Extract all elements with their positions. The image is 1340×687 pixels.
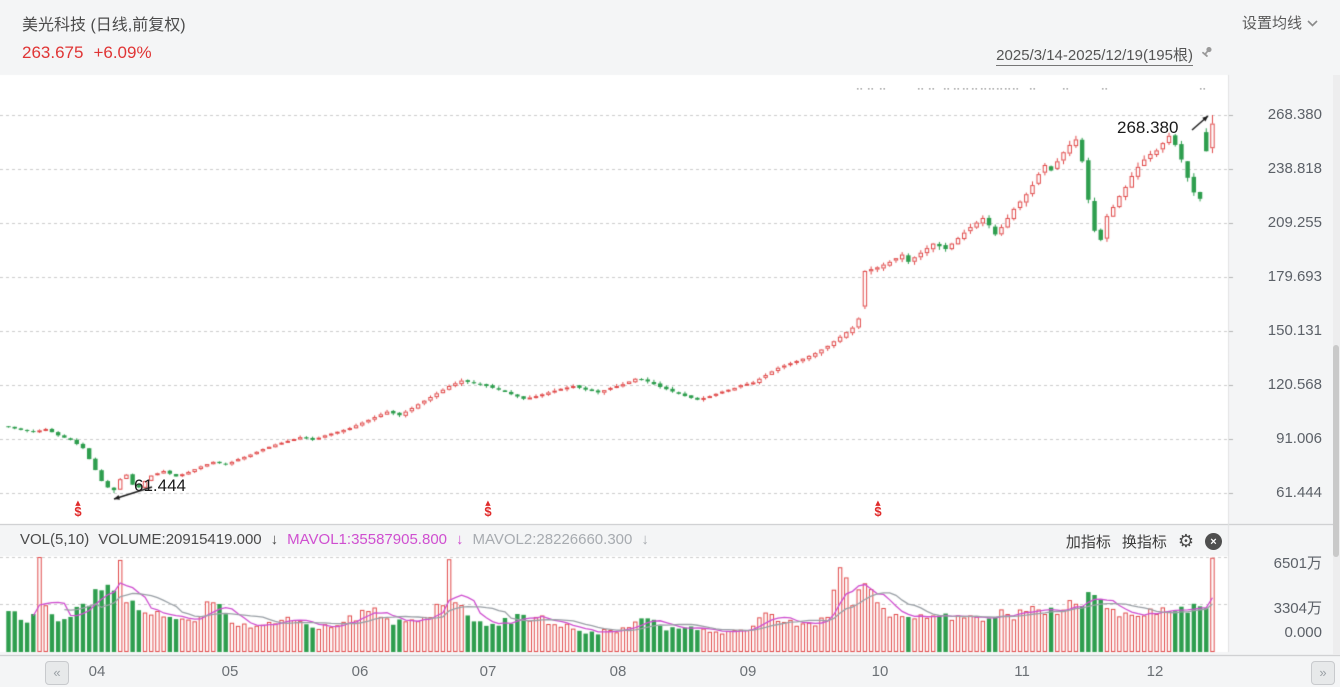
event-marker-icon: ▪▪ (953, 86, 961, 93)
mavol2-direction-arrow-icon: ↓ (641, 531, 649, 548)
time-axis-label: 06 (351, 663, 369, 680)
dividend-dollar-glyph: $ (874, 504, 882, 519)
price-axis-label: 268.380 (1267, 106, 1322, 123)
price-change-percent: +6.09% (93, 43, 152, 62)
volume-axis-label: 3304万 (1273, 600, 1322, 617)
volume-indicator-header: VOL(5,10) VOLUME:20915419.000 ↓ MAVOL1:3… (20, 531, 649, 548)
time-axis-label: 04 (88, 663, 106, 680)
scrollbar-thumb[interactable] (1333, 345, 1339, 557)
scroll-left-button[interactable]: « (45, 661, 69, 685)
event-marker-icon: ▪▪ (928, 86, 936, 93)
price-axis-label: 120.568 (1267, 375, 1322, 393)
event-marker-icon: ▪▪ (879, 86, 887, 93)
date-range-link[interactable]: 2025/3/14-2025/12/19(195根) (996, 44, 1193, 66)
event-marker-icon: ▪▪ (1101, 86, 1109, 93)
volume-direction-arrow-icon: ↓ (270, 531, 279, 548)
time-axis-label: 05 (221, 663, 239, 680)
time-axis-label: 08 (609, 663, 627, 680)
dividend-dollar-glyph: $ (484, 504, 492, 519)
symbol-title: 美光科技 (日线,前复权) (22, 17, 186, 34)
dividend-dollar-icon[interactable]: ▲ $ (484, 499, 492, 519)
event-marker-icon: ▪▪ (867, 86, 875, 93)
price-axis-label: 238.818 (1267, 159, 1322, 177)
dividend-arrow-cap: ▲ (75, 499, 81, 507)
event-marker-icon: ▪▪ (1004, 86, 1012, 93)
gear-icon[interactable]: ⚙ (1177, 530, 1194, 552)
price-row: 263.675 +6.09% (22, 43, 152, 63)
time-axis-label: 11 (1014, 663, 1030, 680)
event-marker-icon: ▪▪ (988, 86, 996, 93)
event-marker-icon: ▪▪ (917, 86, 925, 93)
price-axis-label: 61.444 (1276, 483, 1322, 501)
event-marker-icon: ▪▪ (971, 86, 979, 93)
event-marker-icon: ▪▪ (996, 86, 1004, 93)
vol-indicator-label: VOL(5,10) (20, 531, 90, 548)
dividend-dollar-glyph: $ (74, 504, 82, 519)
add-indicator-button[interactable]: 加指标 (1065, 534, 1111, 551)
price-axis-label: 91.006 (1276, 429, 1322, 447)
price-axis-label: 150.131 (1267, 321, 1322, 339)
chevron-down-icon (1307, 14, 1318, 31)
event-marker-icon: ▪▪ (962, 86, 970, 93)
time-axis-label: 07 (479, 663, 497, 680)
scroll-right-button[interactable]: » (1311, 661, 1335, 685)
event-marker-icon: ▪▪ (1029, 86, 1037, 93)
low-price-annotation: 61.444 (134, 476, 186, 495)
event-marker-icon: ▪▪ (1012, 86, 1020, 93)
event-marker-icon: ▪▪ (980, 86, 988, 93)
event-marker-icon: ▪▪ (1199, 86, 1207, 93)
date-range-row: 2025/3/14-2025/12/19(195根) (996, 44, 1214, 66)
mavol1-direction-arrow-icon: ↓ (456, 531, 464, 548)
last-price: 263.675 (22, 43, 84, 62)
ma-settings-button[interactable]: 设置均线 (1242, 12, 1318, 33)
time-axis-label: 10 (871, 663, 889, 680)
switch-indicator-button[interactable]: 换指标 (1121, 534, 1167, 551)
close-icon[interactable]: × (1205, 533, 1222, 550)
time-axis-label: 12 (1146, 663, 1164, 680)
event-marker-icon: ▪▪ (943, 86, 951, 93)
event-marker-icon: ▪▪ (1062, 86, 1070, 93)
mavol2-value: MAVOL2:28226660.300 (472, 531, 633, 548)
mavol1-value: MAVOL1:35587905.800 (287, 531, 447, 548)
high-price-annotation: 268.380 (1117, 118, 1179, 137)
dividend-dollar-icon[interactable]: ▲ $ (874, 499, 882, 519)
time-axis-label: 09 (739, 663, 757, 680)
volume-value: VOLUME:20915419.000 (98, 531, 262, 548)
volume-axis-label: 6501万 (1273, 555, 1322, 572)
indicator-tools: 加指标 换指标 ⚙ × (1066, 531, 1222, 552)
dividend-arrow-cap: ▲ (875, 499, 881, 507)
dividend-dollar-icon[interactable]: ▲ $ (74, 499, 82, 519)
dividend-arrow-cap: ▲ (485, 499, 491, 507)
event-marker-icon: ▪▪ (856, 86, 864, 93)
price-axis-label: 209.255 (1267, 214, 1322, 231)
ma-settings-label: 设置均线 (1241, 15, 1302, 32)
volume-axis-label: 0.000 (1284, 624, 1322, 641)
price-axis-label: 179.693 (1267, 267, 1322, 285)
pin-icon[interactable] (1199, 45, 1214, 65)
